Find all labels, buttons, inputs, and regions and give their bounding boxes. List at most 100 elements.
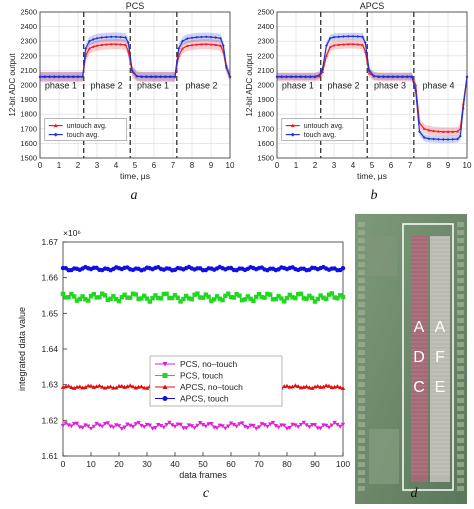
data-point [109,35,113,39]
data-point [248,296,253,301]
data-point [150,296,155,301]
data-point [88,426,94,431]
x-axis-label: time, µs [357,171,387,181]
data-point [142,385,147,390]
data-point [102,293,108,298]
data-point [190,36,194,40]
data-point [284,295,290,301]
plot-frame [276,11,468,159]
legend-marker [162,373,168,378]
data-point [67,75,70,78]
data-point [150,426,155,431]
data-point [62,75,66,78]
data-point [234,291,239,297]
data-point [396,75,400,78]
x-tick-label: 40 [170,459,180,469]
pad [457,270,464,275]
data-point [119,426,124,431]
chart-c: 1.61 1.62 1.63 1.64 1.65 1.66 1.67 0 10 20 30 40 50 6… [0,214,350,504]
x-tick-label: 5 [370,161,375,170]
data-point [116,383,122,388]
pad [358,398,365,403]
data-point [382,75,385,78]
data-point [209,43,213,46]
data-point [77,296,82,302]
chart-c-svg: 1.61 1.62 1.63 1.64 1.65 1.66 1.67 0 10 20 30 40 50 6… [17,228,350,480]
pad [358,486,365,491]
legend-label: untouch avg. [67,123,107,130]
pad [457,398,464,403]
data-point [268,292,273,297]
data-point [290,384,295,389]
data-point [178,422,183,427]
data-point [190,43,194,47]
afe-region [430,236,450,482]
data-point [119,35,123,39]
data-point [340,266,346,271]
data-point [97,423,102,428]
data-point [133,292,138,297]
data-point [338,293,343,298]
data-point [206,294,211,299]
data-point [139,384,144,389]
data-point [105,421,110,426]
data-point [458,134,462,138]
legend-box [44,118,128,141]
data-point [298,291,304,297]
data-point [181,47,184,50]
data-point [130,384,136,389]
x-tick-label: 4 [351,161,356,170]
legend-marker [53,123,58,128]
data-point [184,293,189,299]
data-point [114,42,118,46]
x-tick-label: 30 [142,459,152,469]
pad [457,358,464,363]
data-point [181,426,186,431]
data-point [108,384,113,389]
data-point [315,383,320,388]
data-point [48,75,51,78]
x-axis-label: data frames [179,470,227,480]
data-point [256,425,262,430]
x-tick-label: 7 [408,161,413,170]
data-point [321,70,324,73]
data-point [170,423,175,428]
x-tick-label: 2 [313,161,318,170]
data-point [228,75,232,78]
data-point [128,423,133,428]
data-point [254,294,259,300]
data-point [95,44,99,47]
data-point [111,425,116,430]
pad [457,366,464,371]
data-point [168,75,172,78]
data-point [318,426,323,431]
data-point [173,75,177,78]
data-point [57,75,61,78]
data-point [273,423,278,428]
panel-label-b: b [370,188,378,203]
y-axis-label: 12-bit ADC output [8,53,17,117]
data-point [310,423,315,428]
data-point [318,293,323,298]
y-tick-label: 1.62 [41,415,58,425]
pad [358,310,365,315]
data-point [282,299,287,304]
block-outline [402,223,454,491]
data-point [226,291,231,296]
phase-label: phase 1 [282,81,314,91]
data-point [81,75,85,78]
data-point [276,294,281,299]
pad [358,438,365,443]
data-point [296,291,301,297]
data-point [203,424,208,429]
x-tick-label: 1 [294,161,299,170]
data-point [240,298,245,303]
data-point [298,422,304,427]
data-point [301,420,306,425]
data-point [391,75,395,78]
pad [457,318,464,323]
pad [457,230,464,235]
data-point [346,42,350,46]
data-point [122,292,127,297]
data-point [111,294,116,299]
